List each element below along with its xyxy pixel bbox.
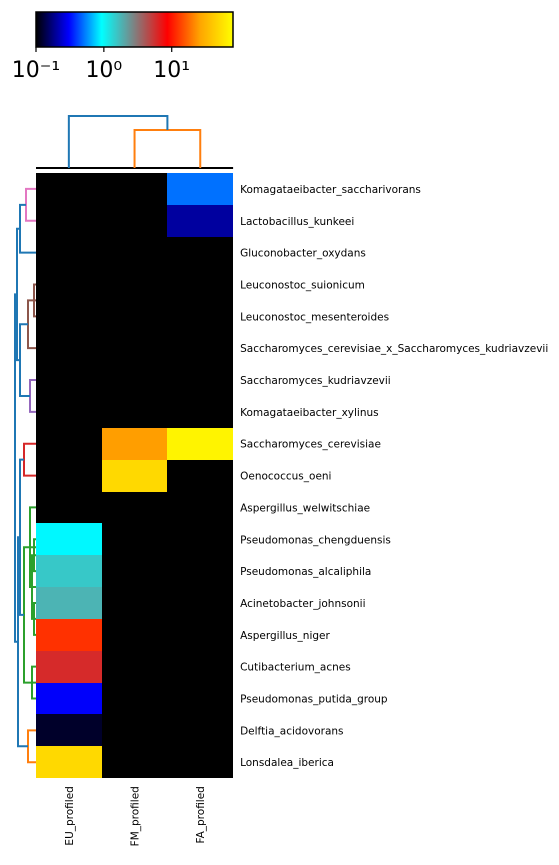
heatmap-cell bbox=[36, 492, 102, 523]
row-label: Pseudomonas_chengduensis bbox=[240, 534, 391, 546]
colorbar: 10⁻¹ 10⁰ 10¹ bbox=[12, 11, 234, 83]
heatmap-cell bbox=[36, 587, 102, 619]
row-label: Leuconostoc_mesenteroides bbox=[240, 311, 389, 323]
heatmap-cell bbox=[102, 651, 167, 683]
row-label: Komagataeibacter_xylinus bbox=[240, 407, 379, 419]
heatmap-cell bbox=[167, 428, 233, 460]
heatmap-cell bbox=[167, 555, 233, 587]
heatmap-cell bbox=[167, 460, 233, 492]
row-dendrogram-link bbox=[14, 293, 18, 643]
heatmap-cell bbox=[167, 332, 233, 364]
column-dendrogram-link bbox=[133, 129, 202, 168]
heatmap-cell bbox=[36, 364, 102, 396]
heatmap-cell bbox=[102, 332, 167, 364]
heatmap-cell bbox=[36, 651, 102, 683]
heatmap-cell bbox=[102, 555, 167, 587]
heatmap-cell bbox=[102, 205, 167, 237]
heatmap-cell bbox=[167, 714, 233, 746]
row-label: Gluconobacter_oxydans bbox=[240, 248, 366, 260]
heatmap-cell bbox=[102, 396, 167, 428]
heatmap-cell bbox=[167, 492, 233, 523]
column-label: FM_profiled bbox=[130, 786, 142, 846]
heatmap-cell bbox=[167, 619, 233, 651]
heatmap-cell bbox=[167, 587, 233, 619]
row-label: Acinetobacter_johnsonii bbox=[240, 598, 365, 610]
heatmap-cell bbox=[167, 237, 233, 269]
heatmap-cell bbox=[102, 269, 167, 300]
colorbar-gradient bbox=[35, 11, 234, 48]
colorbar-tick-label: 10⁰ bbox=[85, 58, 122, 83]
heatmap bbox=[36, 173, 233, 778]
heatmap-cell bbox=[102, 746, 167, 778]
row-dendrogram-link bbox=[19, 203, 36, 254]
column-label: EU_profiled bbox=[64, 786, 76, 845]
row-dendrogram-link bbox=[23, 442, 36, 477]
heatmap-cell bbox=[167, 269, 233, 300]
heatmap-cell bbox=[102, 364, 167, 396]
heatmap-cell bbox=[167, 173, 233, 205]
heatmap-cell bbox=[102, 619, 167, 651]
row-label: Aspergillus_welwitschiae bbox=[240, 502, 370, 514]
heatmap-cell bbox=[36, 237, 102, 269]
row-label: Leuconostoc_suionicum bbox=[240, 279, 365, 291]
heatmap-cell bbox=[102, 460, 167, 492]
row-label: Saccharomyces_kudriavzevii bbox=[240, 375, 391, 387]
heatmap-cell bbox=[102, 492, 167, 523]
heatmap-cell bbox=[167, 396, 233, 428]
heatmap-cell bbox=[36, 619, 102, 651]
row-dendrogram-link bbox=[27, 729, 36, 764]
heatmap-cell bbox=[102, 173, 167, 205]
row-dendrogram-link bbox=[25, 187, 36, 222]
heatmap-cell bbox=[102, 300, 167, 332]
colorbar-tick-label: 10⁻¹ bbox=[12, 58, 60, 83]
row-label: Lonsdalea_iberica bbox=[240, 757, 334, 769]
heatmap-cell bbox=[36, 332, 102, 364]
heatmap-cell bbox=[167, 651, 233, 683]
heatmap-cell bbox=[36, 460, 102, 492]
heatmap-cell bbox=[102, 523, 167, 555]
heatmap-cell bbox=[102, 714, 167, 746]
row-label: Cutibacterium_acnes bbox=[240, 662, 351, 674]
row-label: Oenococcus_oeni bbox=[240, 471, 331, 483]
row-label: Komagataeibacter_saccharivorans bbox=[240, 184, 421, 196]
row-label: Delftia_acidovorans bbox=[240, 725, 343, 737]
row-dendrogram bbox=[14, 187, 36, 764]
row-labels: Komagataeibacter_saccharivorans Lactobaci… bbox=[240, 184, 548, 769]
column-label: FA_profiled bbox=[195, 786, 207, 843]
heatmap-cell bbox=[167, 364, 233, 396]
heatmap-cell bbox=[36, 683, 102, 714]
heatmap-cell bbox=[102, 587, 167, 619]
heatmap-cell bbox=[36, 428, 102, 460]
heatmap-cell bbox=[36, 714, 102, 746]
heatmap-cell bbox=[36, 269, 102, 300]
row-label: Pseudomonas_putida_group bbox=[240, 694, 388, 706]
heatmap-cell bbox=[36, 205, 102, 237]
column-labels: EU_profiled FM_profiled FA_profiled bbox=[64, 786, 207, 846]
heatmap-cell bbox=[36, 746, 102, 778]
heatmap-cell bbox=[36, 523, 102, 555]
heatmap-cell bbox=[36, 300, 102, 332]
colorbar-tick-label: 10¹ bbox=[153, 58, 190, 83]
row-label: Aspergillus_niger bbox=[240, 630, 330, 642]
heatmap-cell bbox=[167, 683, 233, 714]
heatmap-cell bbox=[167, 746, 233, 778]
heatmap-cell bbox=[36, 173, 102, 205]
heatmap-cell bbox=[167, 300, 233, 332]
heatmap-cell bbox=[167, 205, 233, 237]
heatmap-cell bbox=[36, 396, 102, 428]
heatmap-cell bbox=[167, 523, 233, 555]
heatmap-cell bbox=[102, 428, 167, 460]
column-dendrogram bbox=[36, 115, 234, 169]
row-label: Saccharomyces_cerevisiae_x_Saccharomyces… bbox=[240, 343, 548, 355]
heatmap-cell bbox=[102, 683, 167, 714]
row-label: Saccharomyces_cerevisiae bbox=[240, 439, 381, 451]
heatmap-cell bbox=[36, 555, 102, 587]
row-label: Lactobacillus_kunkeei bbox=[240, 216, 354, 228]
row-label: Pseudomonas_alcaliphila bbox=[240, 566, 371, 578]
column-dendrogram-link bbox=[67, 115, 169, 168]
row-dendrogram-link bbox=[29, 379, 36, 413]
heatmap-cell bbox=[102, 237, 167, 269]
